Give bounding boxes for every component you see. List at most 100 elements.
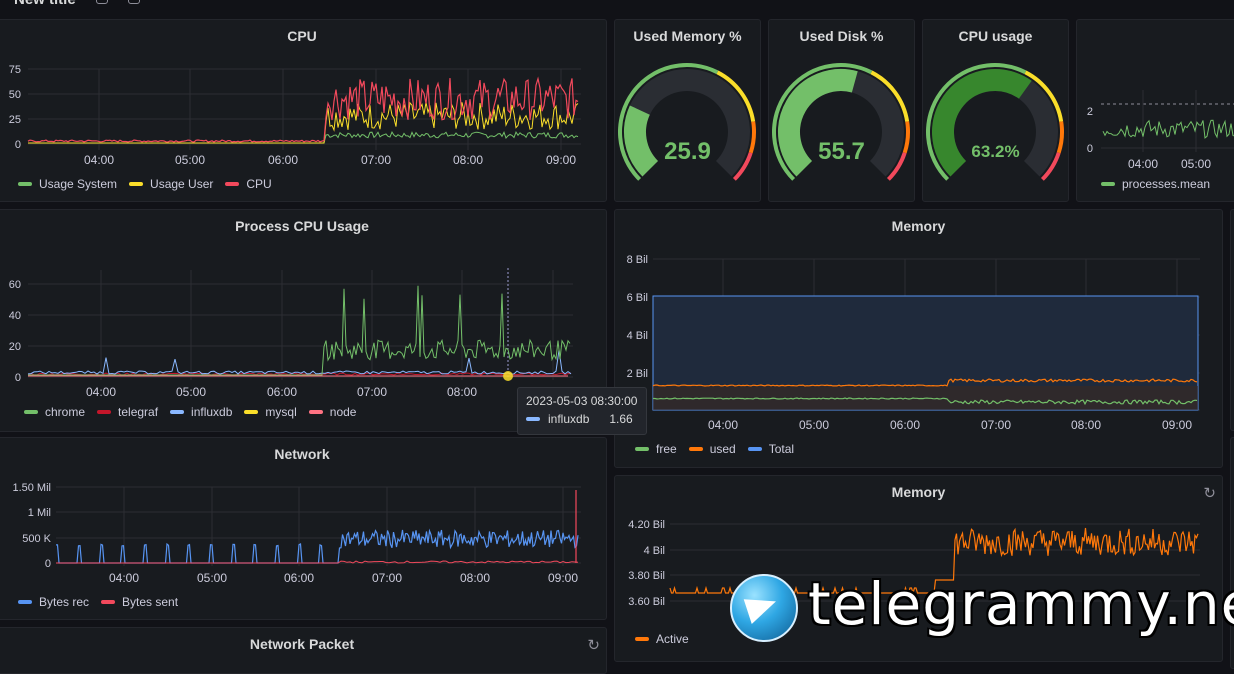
- legend-swatch: [244, 410, 259, 414]
- legend-swatch: [688, 447, 703, 451]
- series-cpu: [27, 76, 579, 143]
- series-usage-user: [28, 101, 579, 144]
- dashboard-title[interactable]: New title: [14, 0, 76, 8]
- series-influxdb: [27, 350, 572, 375]
- legend-swatch: [129, 182, 144, 186]
- legend-swatch: [24, 410, 38, 414]
- tooltip-time: 2023-05-03 08:30:00: [526, 394, 638, 408]
- legend-item[interactable]: CPU: [225, 177, 272, 191]
- refresh-icon[interactable]: ↻: [1203, 485, 1216, 502]
- legend-item[interactable]: used: [688, 442, 736, 456]
- legend-item[interactable]: telegraf: [97, 405, 158, 419]
- legend-label: mysql: [265, 405, 297, 419]
- memory-ytick-2bil: 2 Bil: [627, 368, 648, 380]
- gauge-threshold-red: [886, 152, 907, 181]
- series-bytes-rec: [56, 528, 579, 564]
- used-disk-gauge: [772, 63, 910, 181]
- processes-xtick-0500: 05:00: [1181, 157, 1211, 171]
- gauge-fill: [624, 105, 659, 177]
- network-xtick-0400: 04:00: [109, 571, 139, 585]
- cpu-xtick-0600: 06:00: [268, 153, 298, 167]
- panel-memory-active[interactable]: Memory ↻ 4.20 Bil 4 Bil 3.80 Bil 3.60 Bil A…: [614, 475, 1223, 662]
- legend-swatch: [747, 447, 762, 451]
- panel-cpu-usage[interactable]: CPU usage 63.2%: [922, 19, 1069, 202]
- network-xtick-0900: 09:00: [548, 571, 578, 585]
- cpu-chart: 75 50 25 0 04:00 05:00 06:00 07:00 08:00 09:00: [9, 64, 581, 167]
- cpu-usage-gauge: [926, 63, 1064, 181]
- panel-cutoff: [1230, 209, 1234, 431]
- panel-network[interactable]: Network 1.50 Mil 1 Mil 500 K 0 04:00 05:00 06…: [0, 437, 607, 620]
- gauge-fill: [778, 69, 858, 177]
- legend-label: chrome: [45, 405, 86, 419]
- dashboard-topbar: New title: [0, 0, 1234, 12]
- legend-swatch: [225, 182, 240, 186]
- cpu-xtick-0800: 08:00: [453, 153, 483, 167]
- process-cpu-xtick-0600: 06:00: [267, 385, 297, 399]
- legend-item[interactable]: mysql: [244, 405, 297, 419]
- panel-network-packet[interactable]: Network Packet ↻: [0, 627, 607, 674]
- series-free: [653, 397, 1198, 406]
- memory-legend: free used Total: [635, 442, 794, 456]
- legend-item[interactable]: Usage User: [129, 177, 213, 191]
- legend-item[interactable]: Usage System: [18, 177, 117, 191]
- process-cpu-ytick-0: 0: [15, 372, 21, 384]
- gauge-threshold-green: [772, 63, 873, 181]
- panel-title: Memory: [891, 218, 946, 234]
- panel-used-memory[interactable]: Used Memory % 25.9: [614, 19, 761, 202]
- legend-item[interactable]: Total: [747, 442, 794, 456]
- cpu-xtick-0700: 07:00: [361, 153, 391, 167]
- gauge-threshold-orange: [902, 121, 910, 154]
- legend-item[interactable]: Active: [635, 632, 689, 646]
- legend-item[interactable]: Bytes rec: [18, 595, 89, 609]
- cpu-ytick-50: 50: [9, 89, 21, 101]
- legend-label: CPU: [246, 177, 272, 191]
- network-xtick-0800: 08:00: [460, 571, 490, 585]
- legend-item[interactable]: influxdb: [170, 405, 232, 419]
- gauge-threshold-green: [926, 63, 1027, 181]
- gauge-value: 25.9: [664, 138, 711, 165]
- memory-xtick-0700: 07:00: [981, 418, 1011, 432]
- refresh-icon[interactable]: ↻: [587, 637, 600, 654]
- panel-process-cpu-usage[interactable]: Process CPU Usage 60 40 20 0 04:00 05:00 06:0…: [0, 209, 607, 432]
- memory-xtick-0800: 08:00: [1071, 418, 1101, 432]
- series-processes-mean: [1102, 119, 1234, 139]
- legend-label: node: [329, 405, 357, 419]
- panel-memory[interactable]: Memory 8 Bil 6 Bil 4 Bil 2 Bil 04:00 05:00 06…: [614, 209, 1223, 468]
- panel-used-disk[interactable]: Used Disk % 55.7: [768, 19, 915, 202]
- legend-item[interactable]: Bytes sent: [101, 595, 178, 609]
- network-ytick-0: 0: [45, 558, 51, 570]
- gauge-threshold-yellow: [1024, 70, 1064, 122]
- panel-title: Memory: [891, 484, 946, 500]
- legend-item[interactable]: chrome: [24, 405, 85, 419]
- legend-label: telegraf: [118, 405, 159, 419]
- cpu-xtick-0400: 04:00: [84, 153, 114, 167]
- panel-processes[interactable]: 2 0 04:00 05:00 processes.mean: [1076, 19, 1234, 202]
- legend-label: Active: [656, 632, 689, 646]
- panel-title: Used Disk %: [799, 28, 884, 44]
- cpu-xtick-0900: 09:00: [546, 153, 576, 167]
- memory2-ytick-4-20: 4.20 Bil: [628, 519, 665, 531]
- network-chart: 1.50 Mil 1 Mil 500 K 0 04:00 05:00 06:00 07:00…: [12, 482, 581, 585]
- tooltip-swatch: [526, 417, 540, 421]
- legend-item[interactable]: processes.mean: [1101, 177, 1210, 191]
- memory-xtick-0600: 06:00: [890, 418, 920, 432]
- legend-swatch: [18, 600, 32, 604]
- legend-item[interactable]: free: [635, 442, 677, 456]
- legend-label: Bytes sent: [122, 595, 179, 609]
- series-bytes-sent: [56, 560, 579, 564]
- legend-swatch: [170, 410, 185, 414]
- processes-ytick-0: 0: [1087, 143, 1093, 155]
- save-icon[interactable]: [128, 0, 140, 4]
- process-cpu-ytick-20: 20: [9, 341, 21, 353]
- series-chrome: [28, 285, 571, 376]
- settings-icon[interactable]: [96, 0, 108, 4]
- legend-item[interactable]: node: [308, 405, 357, 419]
- legend-swatch: [101, 600, 116, 604]
- memory-chart: 8 Bil 6 Bil 4 Bil 2 Bil 04:00 05:00 06:00 07:0…: [627, 254, 1200, 432]
- gauge-value: 63.2%: [971, 142, 1020, 161]
- panel-cpu[interactable]: CPU 75 50 25 0 04:00 05:00 06:00 07:00 08:00 09:…: [0, 19, 607, 202]
- legend-label: Bytes rec: [39, 595, 90, 609]
- panel-title: Used Memory %: [633, 28, 742, 44]
- process-cpu-ytick-40: 40: [9, 310, 21, 322]
- panel-title: CPU: [287, 28, 317, 44]
